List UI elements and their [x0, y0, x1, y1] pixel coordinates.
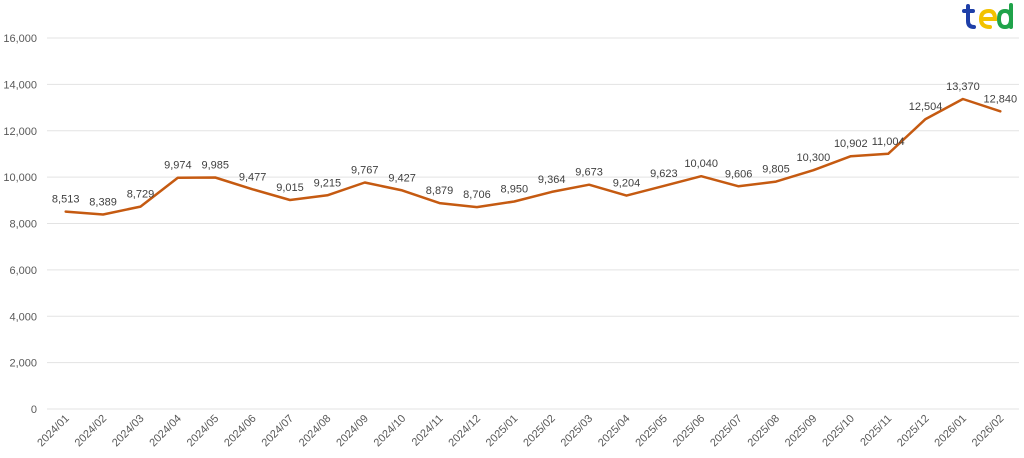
- y-tick-label: 14,000: [3, 79, 37, 91]
- series-line-layer: [64, 97, 1002, 216]
- y-tick-label: 12,000: [3, 126, 37, 138]
- data-label: 9,606: [725, 168, 753, 180]
- y-tick-label: 6,000: [9, 265, 37, 277]
- data-label: 9,623: [650, 168, 678, 180]
- data-label: 10,902: [834, 138, 868, 150]
- x-tick-label: 2024/04: [147, 413, 184, 450]
- data-label: 8,389: [89, 196, 117, 208]
- data-label: 8,706: [463, 189, 491, 201]
- data-label: 9,805: [762, 164, 790, 176]
- x-tick-label: 2025/02: [521, 413, 558, 450]
- brand-logo-icon: [962, 3, 1013, 30]
- x-tick-label: 2025/09: [783, 413, 820, 450]
- gridlines: [47, 37, 1019, 410]
- data-label: 9,767: [351, 165, 379, 177]
- y-tick-label: 8,000: [9, 219, 37, 231]
- data-label: 9,985: [201, 159, 229, 171]
- data-label: 12,840: [983, 93, 1017, 105]
- y-tick-label: 2,000: [9, 358, 37, 370]
- x-tick-label: 2025/04: [596, 413, 633, 450]
- x-tick-label: 2024/01: [35, 413, 72, 450]
- data-label: 12,504: [909, 101, 943, 113]
- data-label: 8,513: [52, 194, 80, 206]
- x-tick-label: 2024/10: [372, 413, 409, 450]
- data-label: 13,370: [946, 81, 980, 93]
- data-label: 9,215: [314, 177, 342, 189]
- x-tick-label: 2024/07: [260, 413, 297, 450]
- x-tick-label: 2025/08: [746, 413, 783, 450]
- x-tick-label: 2025/12: [895, 413, 932, 450]
- data-label: 11,004: [872, 136, 905, 148]
- series-line: [64, 97, 1002, 216]
- x-tick-label: 2025/01: [484, 413, 521, 450]
- x-tick-label: 2024/03: [110, 413, 147, 450]
- x-tick-label: 2025/07: [708, 413, 745, 450]
- data-label: 9,673: [575, 167, 603, 179]
- data-label: 9,974: [164, 160, 192, 172]
- data-label: 9,477: [239, 171, 267, 183]
- x-tick-label: 2024/11: [410, 413, 446, 449]
- data-label: 10,300: [797, 152, 831, 164]
- x-tick-label: 2025/05: [633, 413, 670, 450]
- x-tick-label: 2026/01: [932, 413, 969, 450]
- y-tick-label: 16,000: [3, 33, 37, 45]
- x-tick-label: 2025/10: [820, 413, 857, 450]
- x-tick-label: 2024/02: [73, 413, 110, 450]
- data-label: 9,364: [538, 174, 566, 186]
- y-tick-label: 0: [31, 404, 37, 416]
- x-tick-label: 2025/11: [858, 413, 894, 449]
- data-label: 8,879: [426, 185, 454, 197]
- x-axis-ticks: 2024/01 2024/02 2024/03 2024/04 2024/05 2024/…: [35, 413, 1006, 450]
- y-tick-label: 10,000: [3, 172, 37, 184]
- x-tick-label: 2024/06: [222, 413, 259, 450]
- data-label: 9,204: [613, 178, 641, 190]
- data-label: 9,427: [388, 172, 416, 184]
- data-label: 8,729: [127, 189, 155, 201]
- x-tick-label: 2024/05: [185, 413, 222, 450]
- data-label: 9,015: [276, 182, 304, 194]
- x-tick-label: 2024/09: [334, 413, 371, 450]
- x-tick-label: 2025/03: [559, 413, 596, 450]
- y-axis-ticks: 0 2,000 4,000 6,000 8,000 10,000 12,000 14,000 1…: [3, 33, 37, 416]
- data-label: 10,040: [684, 158, 718, 170]
- data-label: 8,950: [501, 183, 529, 195]
- x-tick-label: 2025/06: [671, 413, 708, 450]
- data-labels: 8,513 8,389 8,729 9,974 9,985 9,477 9,015 9,215…: [52, 81, 1017, 208]
- x-tick-label: 2024/08: [297, 413, 334, 450]
- y-tick-label: 4,000: [9, 311, 37, 323]
- x-tick-label: 2026/02: [970, 413, 1007, 450]
- x-tick-label: 2024/12: [446, 413, 483, 450]
